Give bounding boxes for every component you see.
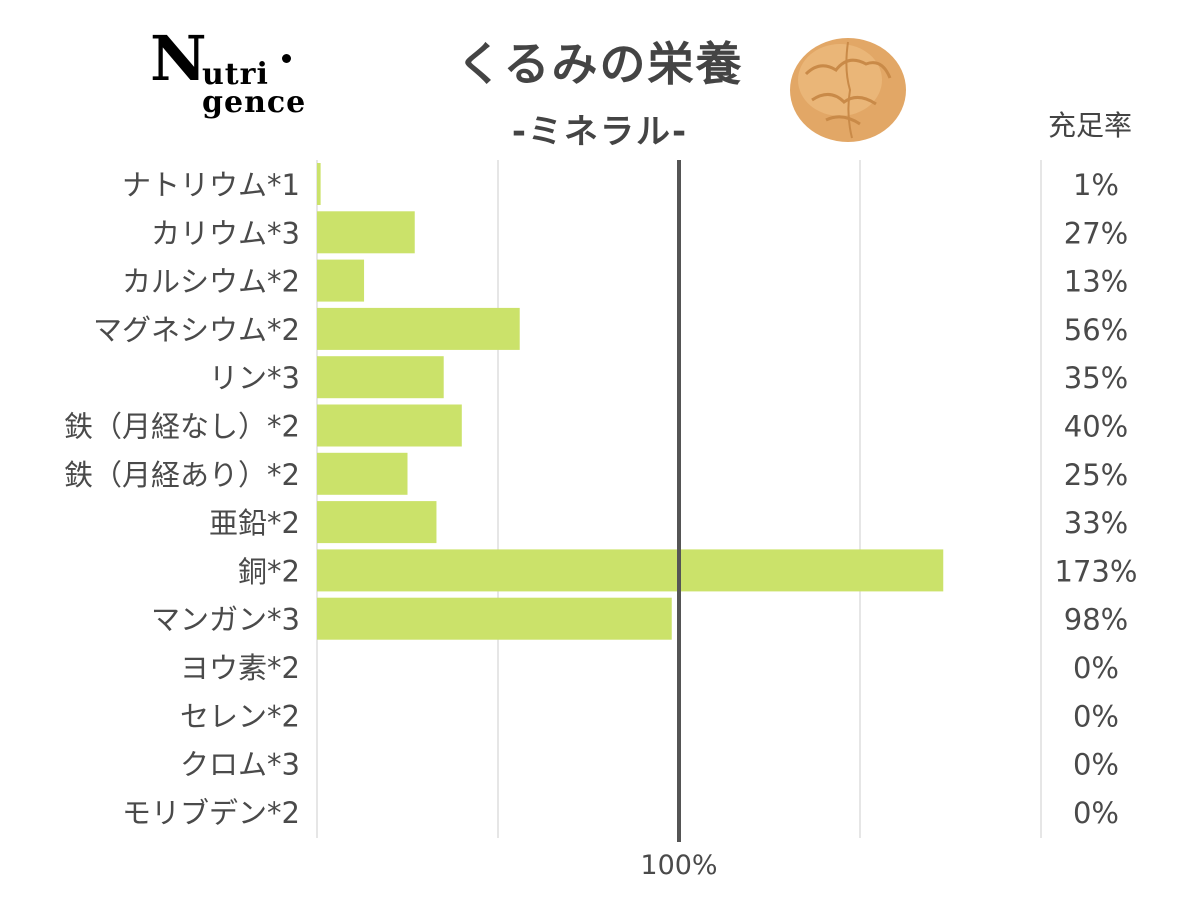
category-label: ヨウ素*2 [180,651,300,685]
value-label: 40% [1064,410,1128,444]
value-label: 35% [1064,361,1128,395]
category-label: セレン*2 [180,699,300,733]
category-label: マグネシウム*2 [93,313,300,347]
bar-1 [317,163,321,205]
category-label: カリウム*3 [151,216,300,250]
category-label: カルシウム*2 [122,265,300,299]
nutrigence-logo: N utri gence [150,28,320,138]
value-label: 56% [1064,313,1128,347]
bar-6 [317,404,462,447]
walnut-icon [790,38,906,142]
category-label: マンガン*3 [151,603,300,637]
value-label: 0% [1073,651,1119,685]
fulfillment-rate-header: 充足率 [1047,109,1132,142]
logo-text-line2: gence [202,85,307,120]
bar-10 [317,597,672,640]
value-label: 27% [1064,216,1128,250]
category-label: リン*3 [209,361,300,395]
logo-text-line1: utri [202,57,269,92]
value-label: 173% [1055,554,1138,588]
chart-subtitle: -ミネラル- [511,112,689,152]
bar-9 [317,549,944,592]
value-label: 25% [1064,458,1128,492]
value-label: 0% [1073,748,1119,782]
category-label: 亜鉛*2 [209,506,300,540]
value-label: 0% [1073,699,1119,733]
reference-line-label: 100% [640,850,717,881]
value-label: 1% [1073,168,1119,202]
bar-3 [317,259,365,302]
logo-initial: N [150,22,207,95]
bar-8 [317,501,437,544]
category-label: 鉄（月経なし）*2 [64,410,300,444]
value-label: 0% [1073,796,1119,830]
category-label: ナトリウム*1 [122,168,300,202]
bar-7 [317,452,408,495]
logo-dot [282,54,291,63]
category-label: クロム*3 [180,748,300,782]
category-label: 鉄（月経あり）*2 [64,458,300,492]
chart-title: くるみの栄養 [456,37,744,91]
category-label: モリブデン*2 [122,796,300,830]
value-label: 98% [1064,603,1128,637]
bar-4 [317,307,520,350]
bar-5 [317,356,444,399]
category-label: 銅*2 [238,554,300,588]
value-label: 13% [1064,265,1128,299]
value-label: 33% [1064,506,1128,540]
bar-2 [317,211,415,254]
